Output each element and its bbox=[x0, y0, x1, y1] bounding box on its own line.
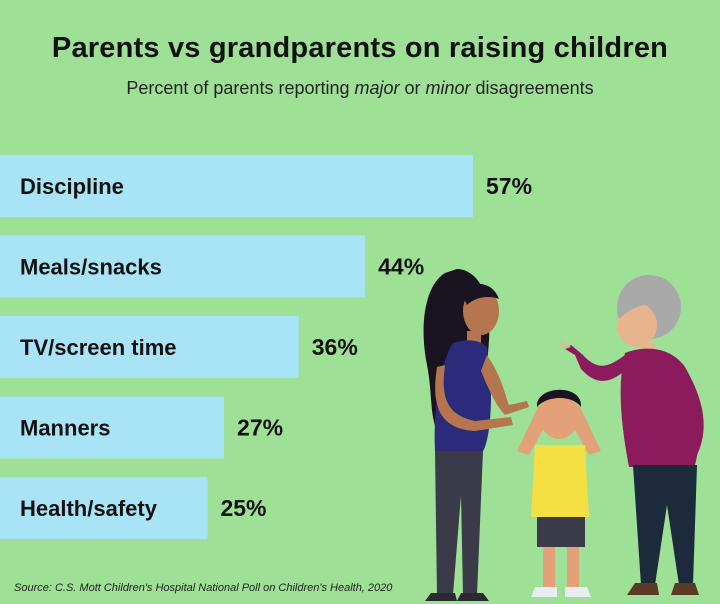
child-covering-ears-icon bbox=[517, 389, 601, 597]
value-label: 57% bbox=[486, 173, 532, 199]
bar-manners bbox=[0, 396, 225, 459]
mother-figure-icon bbox=[423, 269, 529, 601]
subtitle-emphasis-major: major bbox=[354, 78, 400, 98]
category-label: Manners bbox=[20, 416, 110, 441]
subtitle-text-start: Percent of parents reporting bbox=[126, 78, 355, 98]
category-label: TV/screen time bbox=[20, 335, 177, 360]
value-label: 25% bbox=[220, 495, 266, 521]
source-note: Source: C.S. Mott Children's Hospital Na… bbox=[14, 582, 393, 594]
category-label: Meals/snacks bbox=[20, 255, 162, 280]
subtitle-text-or: or bbox=[399, 78, 426, 98]
category-label: Health/safety bbox=[20, 496, 158, 521]
category-label: Discipline bbox=[20, 174, 124, 199]
value-label: 36% bbox=[312, 334, 358, 360]
chart-subtitle: Percent of parents reporting major or mi… bbox=[0, 78, 720, 99]
family-illustration bbox=[423, 269, 704, 601]
bar-meals-snacks bbox=[0, 235, 366, 298]
value-label: 44% bbox=[378, 254, 424, 280]
bar-tv-screen-time bbox=[0, 316, 299, 378]
bar-health-safety bbox=[0, 477, 208, 539]
grandmother-figure-icon bbox=[559, 275, 704, 595]
subtitle-text-end: disagreements bbox=[470, 78, 594, 98]
bar-discipline bbox=[0, 155, 473, 217]
value-label: 27% bbox=[237, 415, 283, 441]
subtitle-emphasis-minor: minor bbox=[425, 78, 471, 98]
chart-title: Parents vs grandparents on raising child… bbox=[51, 32, 669, 64]
